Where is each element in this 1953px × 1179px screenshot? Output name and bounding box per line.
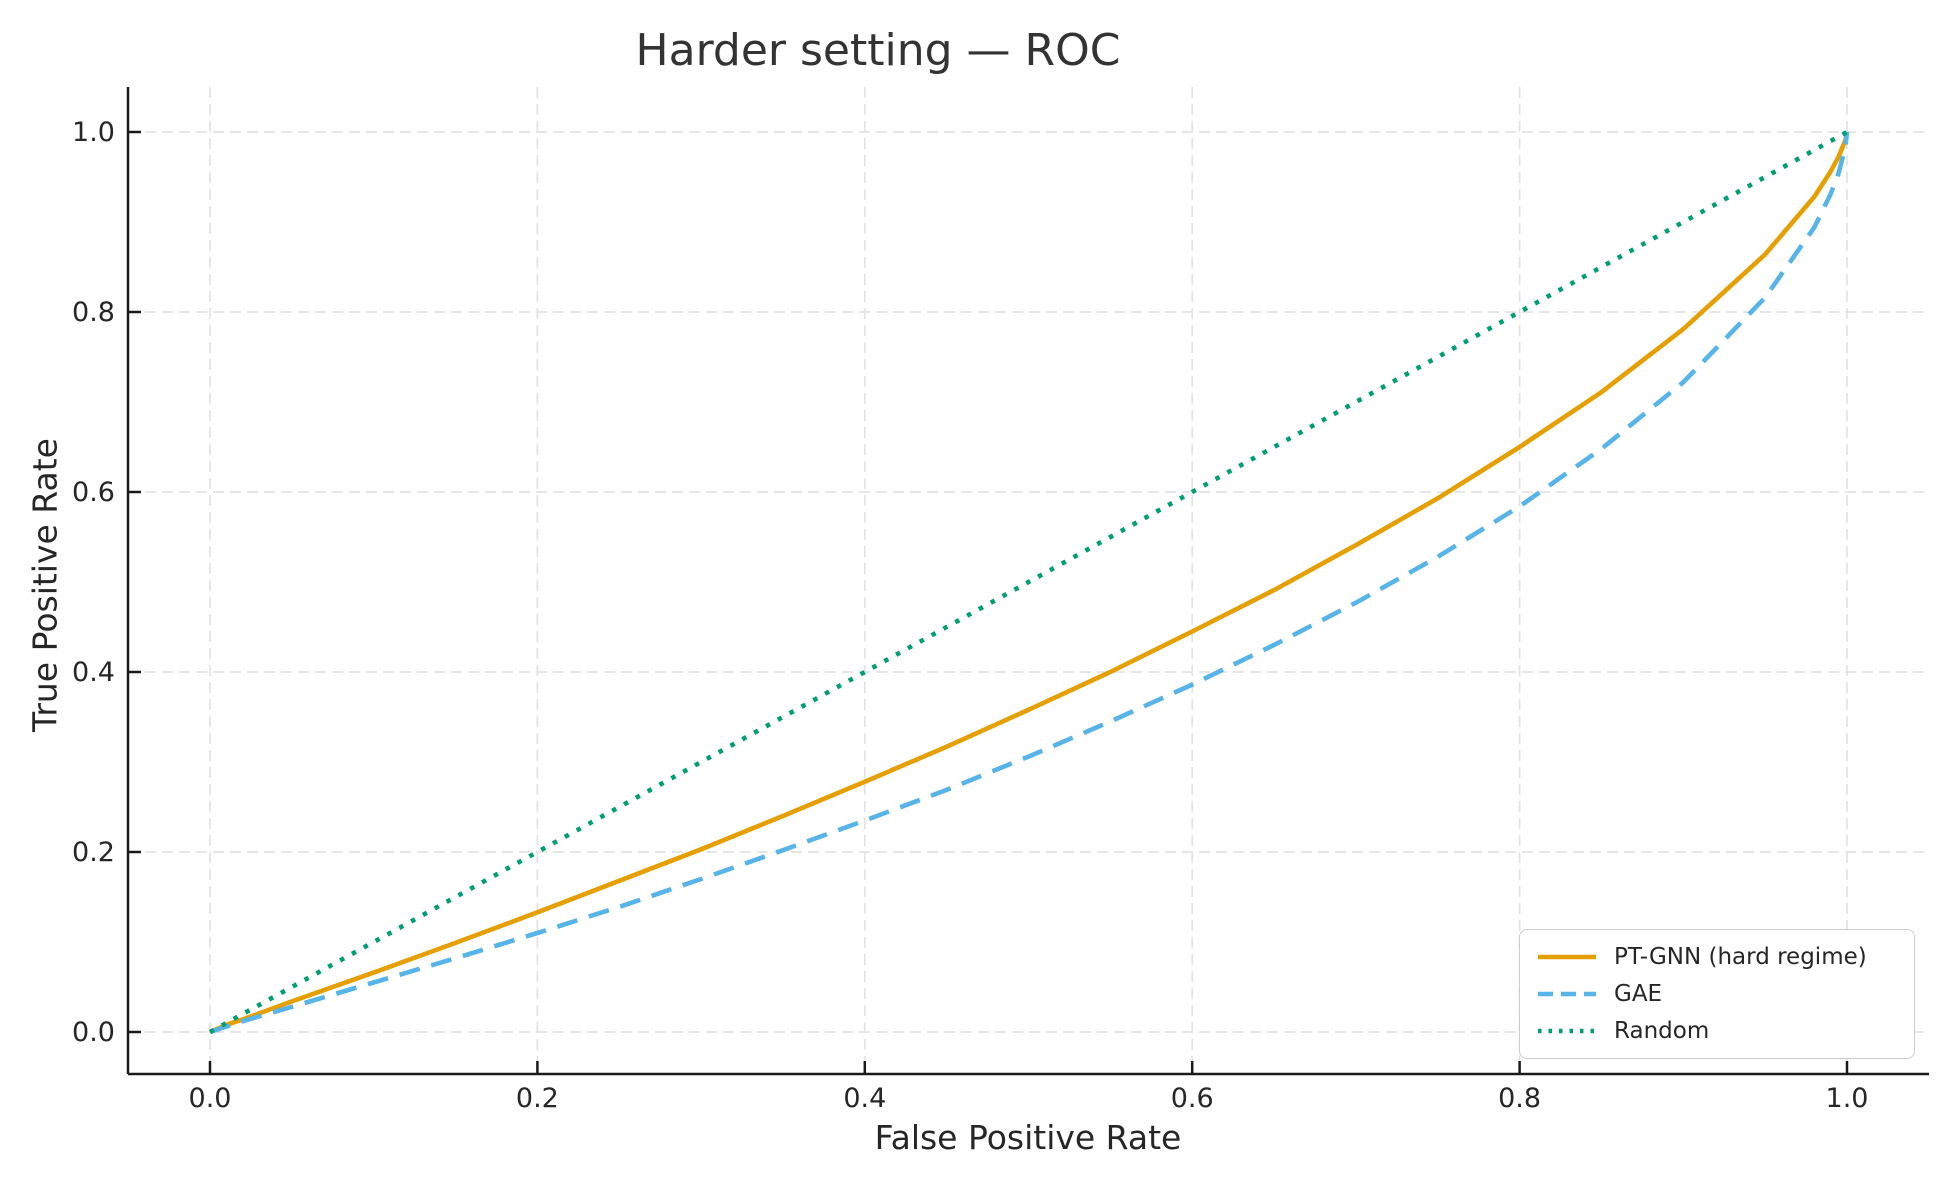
legend-line-sample bbox=[1538, 991, 1596, 997]
x-axis-label: False Positive Rate bbox=[874, 1118, 1182, 1157]
y-tick-label: 0.6 bbox=[72, 477, 115, 508]
legend-line-sample bbox=[1538, 954, 1596, 959]
legend: PT-GNN (hard regime) GAE Random bbox=[1519, 929, 1915, 1059]
legend-label: Random bbox=[1614, 1018, 1710, 1045]
x-tick-label: 0.8 bbox=[1498, 1083, 1541, 1114]
x-tick-label: 0.2 bbox=[516, 1083, 559, 1114]
series-line-random bbox=[208, 129, 1849, 1035]
legend-label: GAE bbox=[1614, 980, 1663, 1007]
x-tick-label: 0.4 bbox=[843, 1083, 886, 1114]
x-tick-label: 0.6 bbox=[1171, 1083, 1214, 1114]
series-line-pt-gnn-hard-regime- bbox=[209, 131, 1850, 1035]
legend-item: Random bbox=[1536, 1018, 1898, 1044]
y-tick-label: 0.4 bbox=[72, 657, 115, 688]
legend-line-sample bbox=[1538, 1029, 1596, 1034]
y-tick-label: 1.0 bbox=[72, 117, 115, 148]
y-tick-label: 0.0 bbox=[72, 1017, 115, 1048]
y-tick-label: 0.2 bbox=[72, 837, 115, 868]
chart-title: Harder setting — ROC bbox=[635, 25, 1121, 76]
legend-item: GAE bbox=[1536, 981, 1898, 1007]
x-tick-label: 0.0 bbox=[189, 1083, 232, 1114]
y-tick-label: 0.8 bbox=[72, 297, 115, 328]
legend-item: PT-GNN (hard regime) bbox=[1536, 944, 1898, 970]
series-line-gae bbox=[209, 131, 1850, 1035]
legend-label: PT-GNN (hard regime) bbox=[1614, 943, 1867, 970]
y-axis-label: True Positive Rate bbox=[25, 438, 65, 732]
x-tick-label: 1.0 bbox=[1826, 1083, 1869, 1114]
